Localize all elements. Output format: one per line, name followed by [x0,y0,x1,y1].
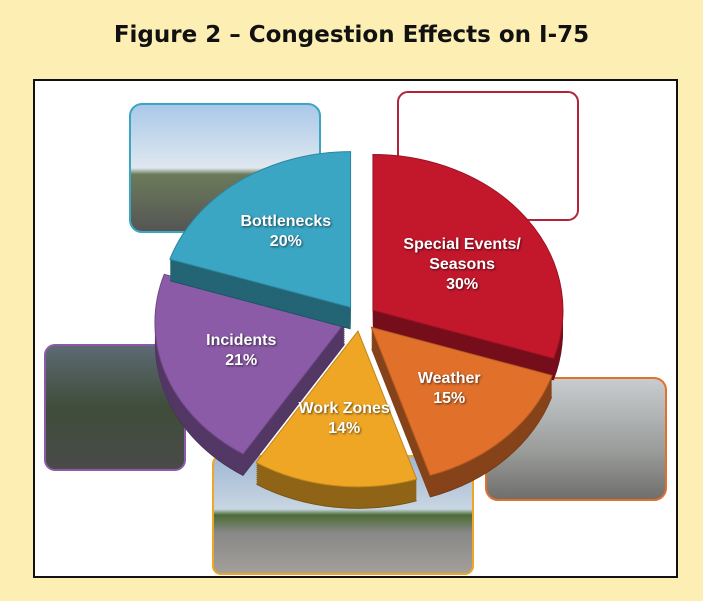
value-label: 30% [397,275,527,295]
category-label: Special Events/ Seasons [397,235,527,275]
category-label: Weather [384,369,514,389]
category-label: Incidents [176,331,306,351]
page: Figure 2 – Congestion Effects on I-75 Sp… [0,0,703,601]
category-label: Bottlenecks [221,212,351,232]
value-label: 14% [279,419,409,439]
value-label: 20% [221,232,351,252]
value-label: 21% [176,351,306,371]
chart [0,0,703,601]
category-label: Work Zones [279,399,409,419]
